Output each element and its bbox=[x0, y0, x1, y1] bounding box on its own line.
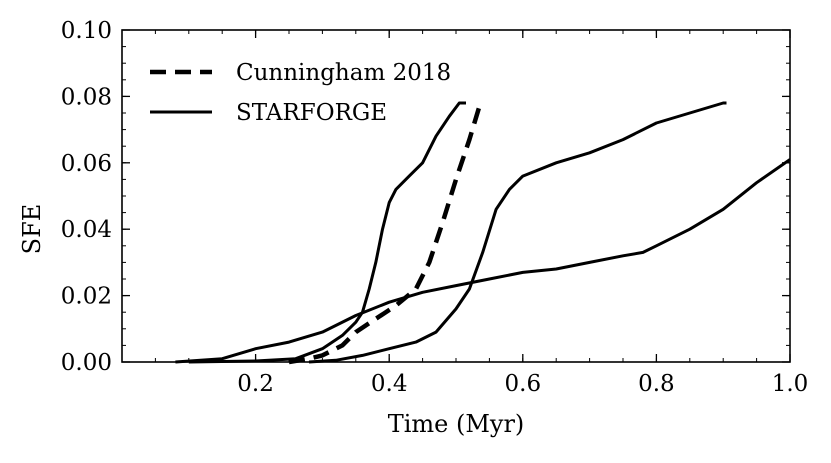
x-tick-label: 0.4 bbox=[371, 371, 408, 397]
y-tick-label: 0.08 bbox=[61, 84, 112, 110]
series-line-starforge-3 bbox=[175, 158, 791, 364]
x-axis-label: Time (Myr) bbox=[388, 410, 525, 438]
y-tick-label: 0.02 bbox=[61, 284, 112, 310]
series-line-cunningham bbox=[288, 105, 482, 365]
tick-labels: 0.2 0.4 0.6 0.8 1.0 0.00 0.02 0.04 0.06 0.08 0.10 bbox=[61, 18, 809, 397]
x-tick-label: 1.0 bbox=[772, 371, 809, 397]
series-line-starforge-1 bbox=[188, 101, 466, 364]
plot-frame bbox=[121, 29, 791, 363]
legend-label: STARFORGE bbox=[236, 100, 387, 126]
y-tick-label: 0.00 bbox=[61, 350, 112, 376]
series-layer bbox=[175, 101, 791, 365]
y-tick-label: 0.06 bbox=[61, 151, 112, 177]
legend: Cunningham 2018 STARFORGE bbox=[150, 60, 451, 126]
major-ticks bbox=[122, 29, 791, 363]
minor-ticks bbox=[121, 29, 791, 363]
x-tick-label: 0.6 bbox=[505, 371, 542, 397]
y-axis-label: SFE bbox=[18, 204, 46, 255]
y-tick-label: 0.04 bbox=[61, 217, 112, 243]
y-tick-label: 0.10 bbox=[61, 18, 112, 44]
x-tick-label: 0.8 bbox=[638, 371, 675, 397]
legend-label: Cunningham 2018 bbox=[236, 60, 451, 86]
x-tick-label: 0.2 bbox=[237, 371, 274, 397]
series-line-starforge-2 bbox=[308, 101, 727, 364]
